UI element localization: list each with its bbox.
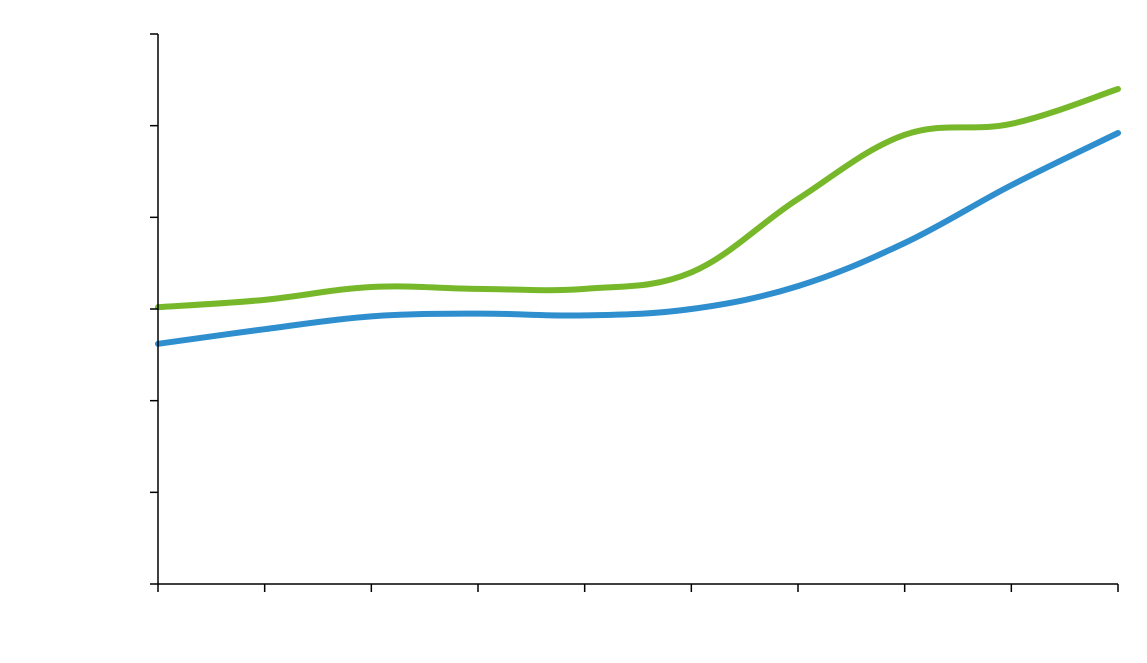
line-chart <box>0 0 1147 663</box>
plot-background <box>158 34 1118 584</box>
